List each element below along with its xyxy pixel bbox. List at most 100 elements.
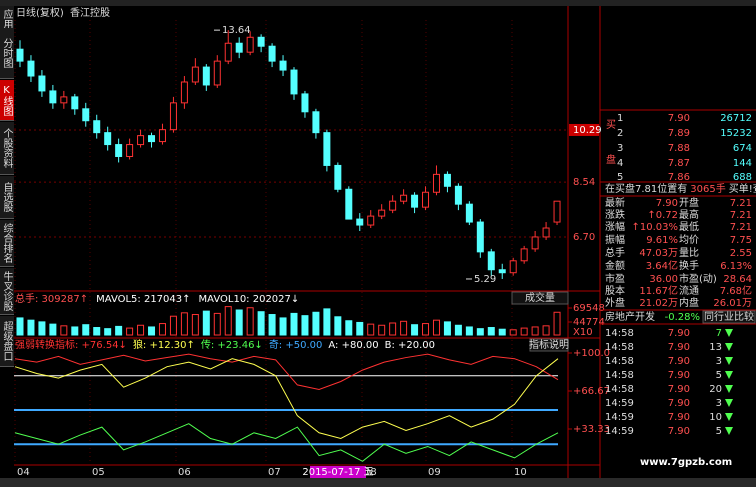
- candle-body: [465, 203, 473, 223]
- trade-price: 7.90: [668, 398, 690, 409]
- notice: 3065手: [690, 182, 725, 195]
- candle-body: [498, 269, 506, 274]
- candle-body: [49, 90, 57, 104]
- candle-body: [16, 48, 24, 62]
- chart-title: 日线(复权): [16, 6, 64, 19]
- sidebar-tab[interactable]: 综合排名: [0, 220, 14, 267]
- stat-label: 均价: [679, 234, 699, 246]
- stat-label: 涨跌: [605, 208, 625, 221]
- stat-label: 总手: [605, 246, 625, 259]
- volume-bar: [224, 306, 232, 336]
- trade-time: 14:59: [605, 412, 634, 423]
- level: 3: [617, 143, 623, 154]
- legend-entry: MAVOL10: 202027↓: [199, 294, 300, 305]
- stat-value: 9.61%: [646, 235, 678, 246]
- volume-bar: [443, 321, 451, 336]
- y-tick-label: 8.54: [573, 177, 595, 188]
- stat-label: 金额: [605, 259, 625, 272]
- y-tick-label: 69548: [573, 303, 605, 314]
- stat-value: 21.02万: [639, 298, 678, 309]
- stat-value: 28.64: [723, 274, 752, 285]
- candle-body: [542, 227, 550, 238]
- candle-body: [82, 108, 90, 122]
- legend-entry: MAVOL5: 217043↑: [96, 294, 190, 305]
- sidebar-tab[interactable]: 分时图: [0, 28, 14, 79]
- stat-value: 7.21: [730, 222, 752, 233]
- sidebar-tab[interactable]: 牛叉诊股: [0, 268, 14, 315]
- sidebar-tab[interactable]: 超级盘口: [0, 316, 14, 367]
- trade-price: 7.90: [668, 328, 690, 339]
- x-tick-label: 05: [92, 467, 105, 478]
- sidebar-tab[interactable]: 个股资料: [0, 122, 14, 175]
- menu-strip: [0, 0, 756, 6]
- trade-time: 14:59: [605, 398, 634, 409]
- stat-label: 量比: [679, 247, 699, 259]
- indicator-line: [14, 358, 559, 440]
- candle-body: [191, 66, 199, 83]
- candle-body: [378, 209, 386, 217]
- bid-volume: 688: [733, 172, 752, 183]
- candle-body: [104, 132, 112, 146]
- bid-volume: 26712: [720, 113, 752, 124]
- level: 4: [617, 158, 623, 169]
- volume-bar: [520, 327, 528, 336]
- y-tick-label: 44774: [573, 317, 605, 328]
- candle-body: [202, 66, 210, 86]
- volume-bar: [422, 323, 430, 336]
- candle-body: [356, 218, 364, 226]
- stat-label: 开盘: [679, 196, 699, 209]
- volume-bar: [411, 324, 419, 336]
- stat-value: 7.68亿: [720, 284, 752, 297]
- candle-body: [301, 93, 309, 113]
- stat-value: 47.03万: [639, 248, 678, 259]
- notice: 在买盘7.81位置有: [605, 182, 687, 195]
- trade-volume: 20: [709, 384, 722, 395]
- x-tick-label: 07: [268, 467, 281, 478]
- bid-price: 7.89: [668, 128, 690, 139]
- trade-volume: 10: [709, 412, 722, 423]
- trade-time: 14:58: [605, 370, 634, 381]
- volume-bar: [82, 324, 90, 336]
- legend-entry: 奇: +50.00: [269, 338, 323, 351]
- candle-body: [411, 194, 419, 208]
- volume-bar: [257, 311, 265, 336]
- volume-bar: [49, 323, 57, 336]
- candle-body: [432, 173, 440, 193]
- price-tag: [569, 123, 599, 136]
- button-bg: [529, 338, 569, 352]
- y-tick-label: 6.70: [573, 232, 595, 243]
- trade-price: 7.90: [668, 384, 690, 395]
- candle-body: [93, 120, 101, 134]
- candle-body: [137, 135, 145, 146]
- volume-bar: [334, 316, 342, 336]
- compare-button[interactable]: 同行业比较: [704, 310, 754, 323]
- volume-bar: [312, 311, 320, 336]
- trade-price: 7.90: [668, 342, 690, 353]
- candle-body: [224, 42, 232, 62]
- stat-value: 7.21: [730, 210, 752, 221]
- volume-bar: [487, 327, 495, 336]
- sidebar-tab[interactable]: K线图: [0, 80, 14, 121]
- stat-label: 最新: [605, 196, 625, 209]
- candle-body: [334, 164, 342, 190]
- down-arrow: [725, 343, 733, 351]
- stat-label: 内盘: [679, 296, 699, 309]
- legend-entry: 强弱转换指标: +76.54↓: [15, 338, 127, 351]
- trade-volume: 13: [709, 342, 722, 353]
- volume-button[interactable]: 成交量: [525, 291, 555, 304]
- stat-label: 外盘: [605, 296, 625, 309]
- bid-volume: 15232: [720, 128, 752, 139]
- indicator-button[interactable]: 指标说明: [529, 338, 569, 351]
- volume-bar: [323, 308, 331, 336]
- volume-bar: [235, 309, 243, 336]
- indicator-line: [14, 423, 559, 462]
- bid-price: 7.88: [668, 143, 690, 154]
- sidebar-tab[interactable]: 自选股: [0, 176, 14, 219]
- candle-body: [531, 236, 539, 250]
- price-annotation: 5.29: [474, 274, 496, 285]
- volume-bar: [367, 323, 375, 336]
- side-label: 买: [606, 119, 616, 131]
- sector-change: -0.28%: [665, 312, 700, 323]
- candle-body: [400, 194, 408, 202]
- trade-time: 14:58: [605, 328, 634, 339]
